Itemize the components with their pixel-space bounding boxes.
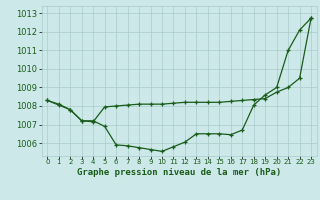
- X-axis label: Graphe pression niveau de la mer (hPa): Graphe pression niveau de la mer (hPa): [77, 168, 281, 177]
